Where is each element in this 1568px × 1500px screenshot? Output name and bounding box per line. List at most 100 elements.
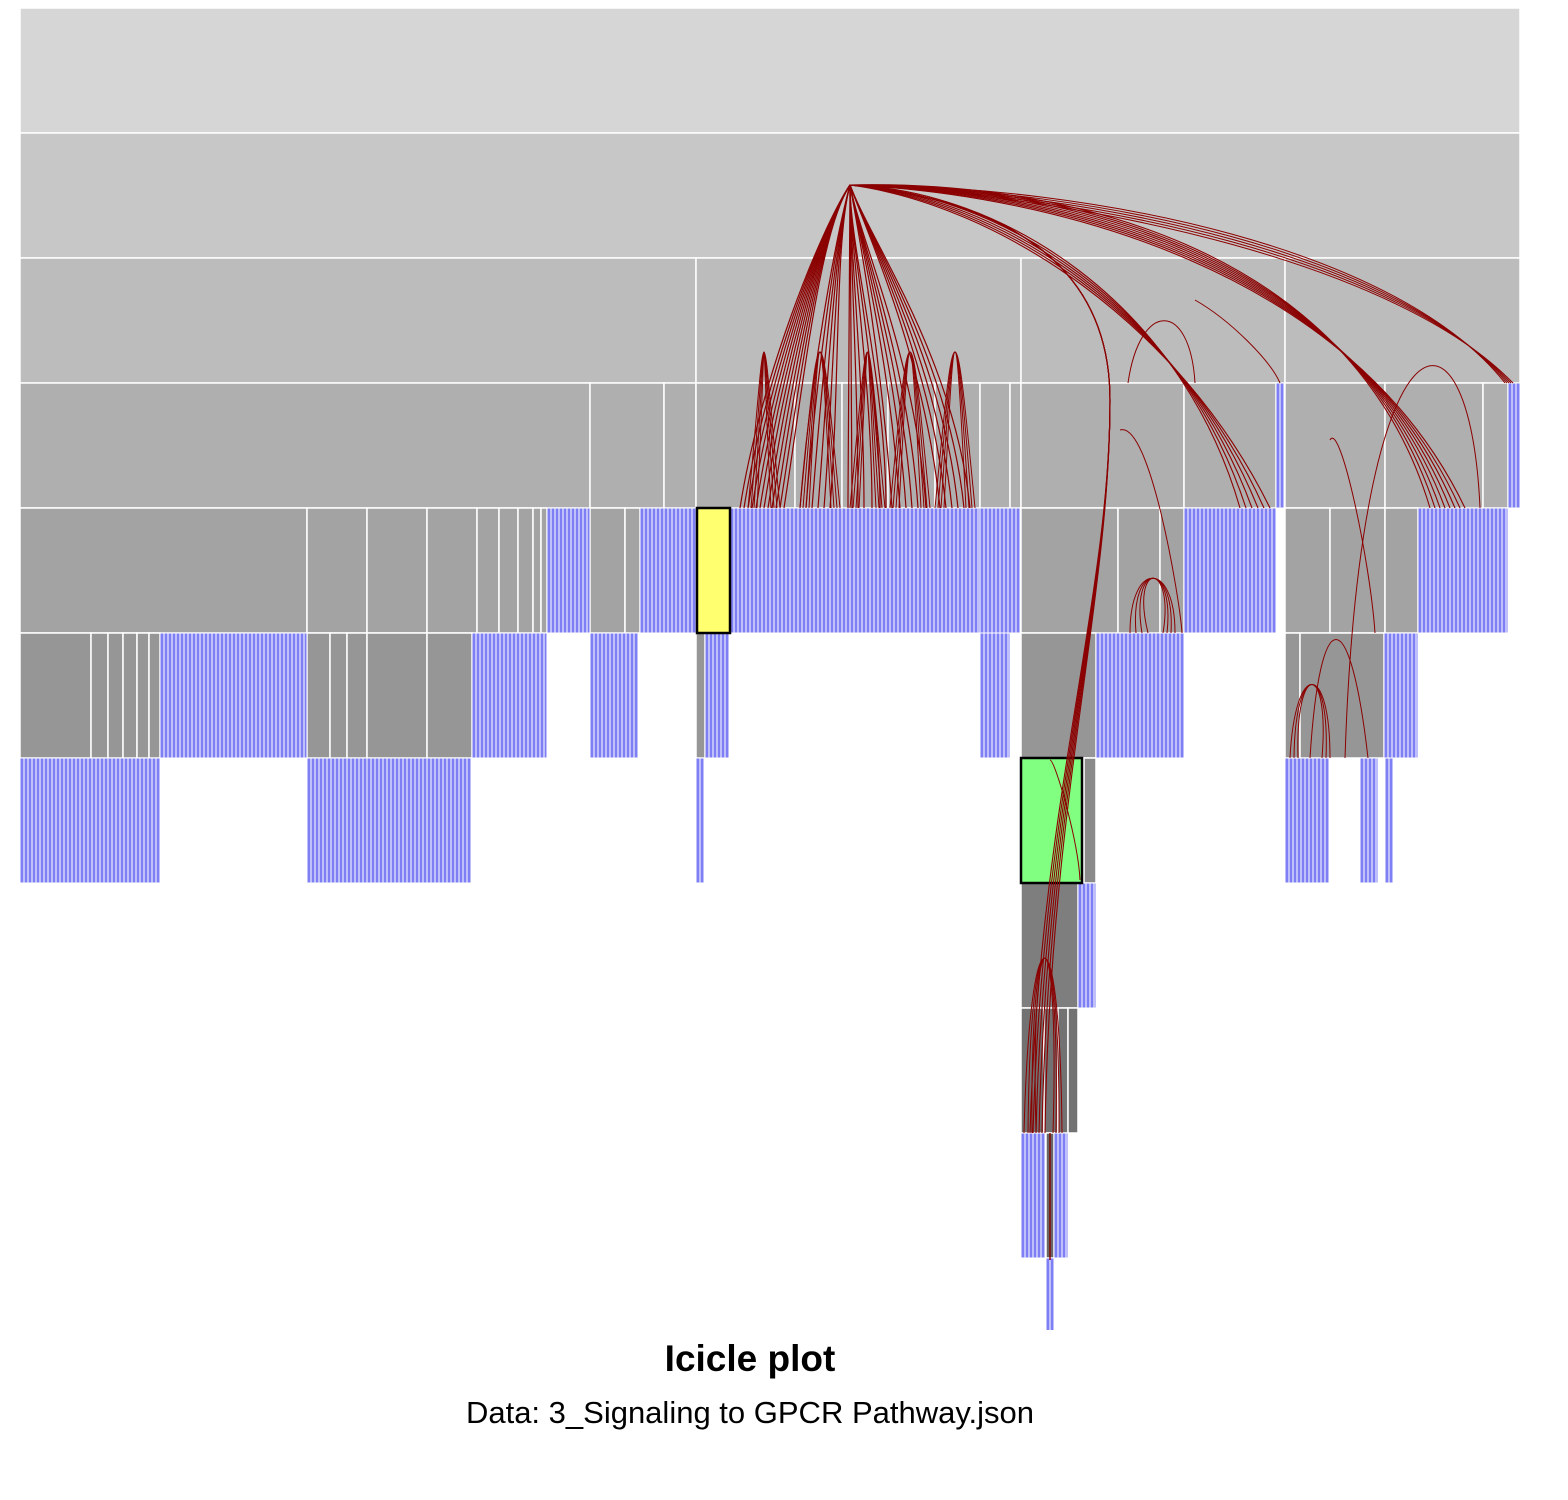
leaf-node — [741, 507, 747, 634]
leaf-node — [873, 507, 879, 634]
leaf-node — [737, 507, 743, 634]
leaf-node — [1179, 632, 1185, 759]
leaf-node — [1123, 632, 1129, 759]
leaf-node — [203, 632, 209, 759]
leaf-node — [475, 632, 481, 759]
leaf-node — [773, 507, 779, 634]
edge-curve — [849, 184, 1259, 509]
hierarchy-node — [1020, 382, 1185, 509]
hierarchy-node — [19, 632, 92, 759]
leaf-node — [1415, 632, 1419, 759]
leaf-node — [973, 507, 979, 634]
hierarchy-node — [589, 507, 626, 634]
hierarchy-node — [663, 382, 697, 509]
leaf-node — [75, 757, 81, 884]
leaf-node — [765, 507, 771, 634]
leaf-node — [163, 632, 169, 759]
leaf-node — [303, 632, 308, 759]
leaf-node — [279, 632, 285, 759]
leaf-node — [1003, 632, 1009, 759]
leaf-node — [362, 757, 368, 884]
leaf-node — [1011, 507, 1017, 634]
leaf-node — [39, 757, 45, 884]
leaf-node — [43, 757, 49, 884]
leaf-node — [426, 757, 432, 884]
leaf-node — [406, 757, 412, 884]
leaf-node — [1421, 507, 1427, 634]
icicle-nodes — [19, 7, 1521, 1259]
leaf-node — [275, 632, 281, 759]
hierarchy-node — [426, 507, 478, 634]
leaf-node — [1279, 382, 1285, 509]
leaf-node — [466, 757, 472, 884]
leaf-node — [659, 507, 665, 634]
leaf-node — [655, 507, 661, 634]
leaf-node — [99, 757, 105, 884]
leaf-node — [625, 632, 631, 759]
leaf-node — [1399, 632, 1405, 759]
leaf-node — [1417, 507, 1423, 634]
edge-curve — [1194, 299, 1281, 384]
hierarchy-node — [1299, 632, 1385, 759]
leaf-node — [1267, 507, 1273, 634]
leaf-node — [1263, 507, 1269, 634]
leaf-node — [1477, 507, 1483, 634]
leaf-node — [1501, 507, 1507, 634]
leaf-node — [123, 757, 129, 884]
leaf-node — [1155, 632, 1161, 759]
edge-curve — [858, 351, 877, 509]
leaf-node — [777, 507, 783, 634]
leaf-node — [491, 632, 497, 759]
edge-curve — [849, 184, 1111, 1134]
hierarchy-node — [476, 507, 500, 634]
leaf-node — [346, 757, 352, 884]
leaf-node — [255, 632, 261, 759]
leaf-node — [1403, 632, 1409, 759]
leaf-node — [79, 757, 85, 884]
leaf-node — [199, 632, 205, 759]
leaf-node — [865, 507, 871, 634]
leaf-node — [789, 507, 795, 634]
leaf-node — [699, 757, 705, 884]
icicle-plot — [19, 7, 1521, 1330]
leaf-node — [507, 632, 513, 759]
leaf-node — [283, 632, 289, 759]
leaf-node — [1187, 507, 1193, 634]
leaf-node — [370, 757, 376, 884]
leaf-node — [1049, 1257, 1055, 1330]
leaf-node — [1387, 632, 1393, 759]
leaf-node — [749, 507, 755, 634]
leaf-node — [1292, 757, 1298, 884]
leaf-node — [613, 632, 619, 759]
leaf-node — [1003, 507, 1009, 634]
leaf-node — [1316, 757, 1322, 884]
leaf-node — [1171, 632, 1177, 759]
leaf-node — [853, 507, 859, 634]
leaf-node — [801, 507, 807, 634]
leaf-node — [1081, 882, 1087, 1009]
leaf-node — [135, 757, 141, 884]
hierarchy-node — [624, 507, 641, 634]
hierarchy-node — [1083, 757, 1097, 884]
leaf-node — [107, 757, 113, 884]
leaf-node — [897, 507, 903, 634]
leaf-node — [925, 507, 931, 634]
edge-curve — [1344, 365, 1481, 759]
hierarchy-node — [329, 632, 348, 759]
leaf-node — [334, 757, 340, 884]
leaf-node — [929, 507, 935, 634]
leaf-node — [398, 757, 404, 884]
leaf-node — [366, 757, 372, 884]
leaf-node — [821, 507, 827, 634]
leaf-node — [809, 507, 815, 634]
hierarchy-node — [148, 632, 161, 759]
leaf-node — [390, 757, 396, 884]
hierarchy-node — [19, 7, 1521, 134]
edge-curve — [783, 184, 851, 509]
leaf-node — [1505, 507, 1509, 634]
leaf-node — [1284, 757, 1290, 884]
leaf-node — [259, 632, 265, 759]
leaf-node — [299, 632, 305, 759]
leaf-node — [633, 632, 639, 759]
leaf-node — [306, 757, 312, 884]
